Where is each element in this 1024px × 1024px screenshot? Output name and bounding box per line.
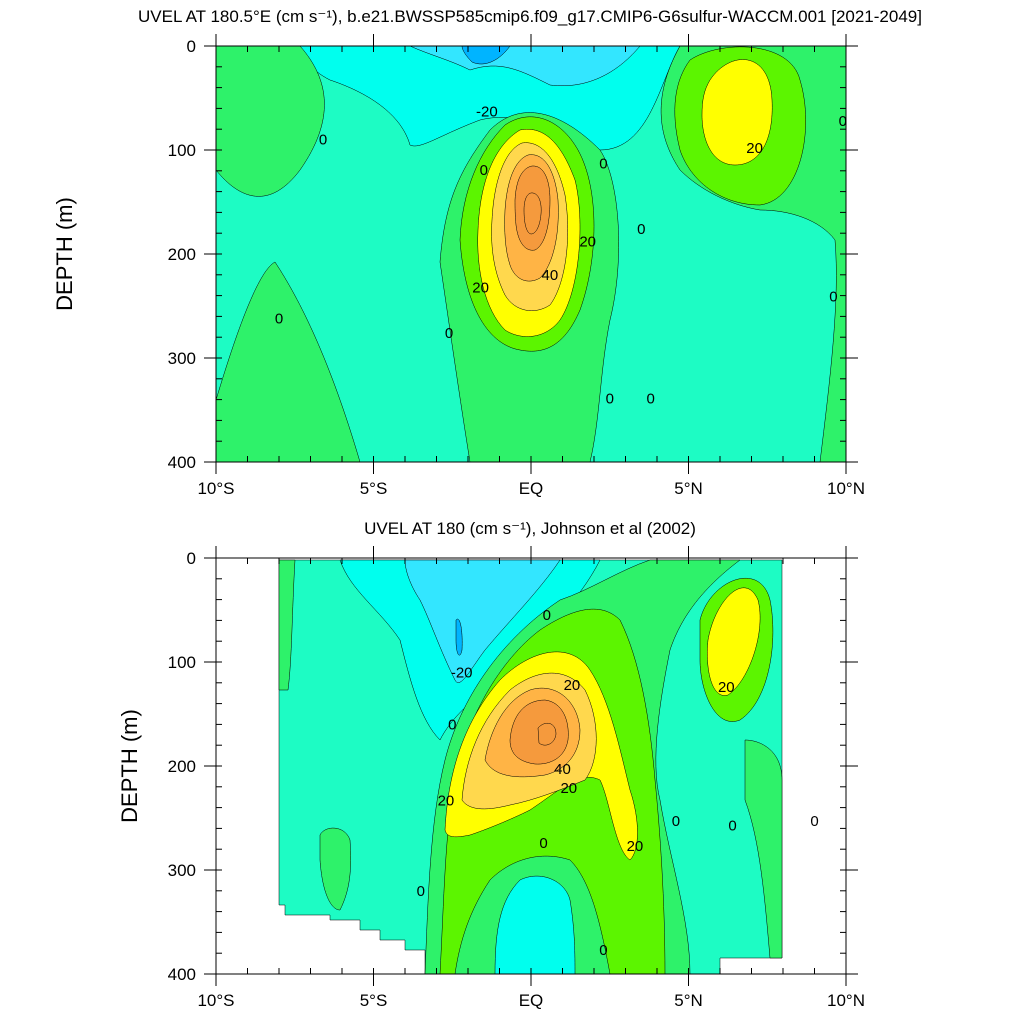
bottom-euc-core [537, 722, 557, 746]
bottom-contour-label: 0 [728, 817, 736, 834]
bottom-contour-label: 0 [417, 883, 425, 900]
bottom-x-tick-label: 5°N [674, 991, 703, 1010]
top-y-tick-label: 400 [168, 453, 196, 472]
top-contour-label: 0 [829, 289, 837, 306]
bottom-contour-label: 20 [438, 792, 455, 809]
top-y-tick-label: 200 [168, 245, 196, 264]
bottom-negative-core [455, 618, 463, 656]
top-contour-label: 0 [319, 132, 327, 149]
bottom-contour-label: 20 [560, 780, 577, 797]
bottom-contour-label: 20 [718, 679, 735, 696]
top-panel-title: UVEL AT 180.5°E (cm s⁻¹), b.e21.BWSSP585… [138, 7, 922, 26]
top-x-tick-label: EQ [519, 479, 544, 498]
top-contour-label: 0 [647, 391, 655, 408]
top-x-tick-label: 10°N [827, 479, 865, 498]
top-contour-labels: 0 0 -20 0 0 20 40 20 0 0 0 0 20 0 0 [275, 104, 847, 408]
bottom-east-green [744, 739, 783, 959]
bottom-contour-label: 0 [448, 716, 456, 733]
bottom-south-cyan [494, 875, 576, 975]
top-contour-label: 20 [579, 234, 596, 251]
top-west-positive [215, 45, 325, 197]
bottom-east-yellow [707, 587, 761, 696]
top-panel: UVEL AT 180.5°E (cm s⁻¹), b.e21.BWSSP585… [52, 7, 922, 498]
top-contour-label: 40 [542, 267, 559, 284]
bottom-contour-label: 0 [810, 813, 818, 830]
bottom-contour-label: 20 [627, 838, 644, 855]
bottom-contour-label: -20 [451, 664, 473, 681]
bottom-panel: UVEL AT 180 (cm s⁻¹), Johnson et al (200… [117, 519, 865, 1010]
bottom-west-green [278, 559, 296, 691]
top-contour-label: 0 [480, 162, 488, 179]
bottom-contour-label: 0 [672, 813, 680, 830]
top-contour-label: 0 [606, 391, 614, 408]
bottom-y-tick-label: 100 [168, 653, 196, 672]
top-contour-label: 0 [839, 113, 847, 130]
bottom-contour-label: 0 [539, 835, 547, 852]
top-euc-core [523, 192, 542, 235]
top-contour-label: 0 [637, 221, 645, 238]
top-contour-label: 20 [746, 140, 763, 157]
bottom-x-tick-label: 10°N [827, 991, 865, 1010]
bottom-contour-label: 20 [564, 677, 581, 694]
top-negative-core [461, 45, 511, 65]
bottom-x-tick-label: 10°S [197, 991, 234, 1010]
bottom-x-tick-label: 5°S [360, 991, 388, 1010]
top-panel-field [215, 45, 847, 463]
bottom-y-tick-label: 300 [168, 861, 196, 880]
top-y-axis-title: DEPTH (m) [52, 197, 77, 311]
top-contour-label: 0 [445, 325, 453, 342]
bottom-y-tick-label: 400 [168, 965, 196, 984]
bottom-x-tick-label: EQ [519, 991, 544, 1010]
bottom-y-tick-label: 0 [187, 549, 196, 568]
top-east-yellow [701, 59, 773, 166]
top-x-tick-label: 10°S [197, 479, 234, 498]
top-contour-label: -20 [476, 104, 498, 121]
top-x-tick-label: 5°S [360, 479, 388, 498]
top-southwest-positive [215, 261, 361, 463]
bottom-y-tick-label: 200 [168, 757, 196, 776]
top-contour-label: 0 [599, 156, 607, 173]
bottom-contour-label: 40 [554, 761, 571, 778]
top-y-tick-label: 300 [168, 349, 196, 368]
bottom-contour-label: 0 [599, 942, 607, 959]
bottom-y-axis-title: DEPTH (m) [117, 709, 142, 823]
top-x-tick-label: 5°N [674, 479, 703, 498]
bottom-panel-title: UVEL AT 180 (cm s⁻¹), Johnson et al (200… [364, 519, 696, 538]
top-y-tick-label: 0 [187, 37, 196, 56]
top-contour-label: 0 [275, 310, 283, 327]
bottom-negative-band-2 [404, 559, 561, 683]
bottom-panel-field [278, 559, 783, 975]
top-y-tick-label: 100 [168, 141, 196, 160]
top-contour-label: 20 [472, 279, 489, 296]
bottom-contour-label: 0 [543, 607, 551, 624]
bottom-contour-labels: 0 -20 20 0 40 20 20 0 20 0 0 20 0 0 0 [417, 607, 819, 959]
bottom-south-green [319, 827, 351, 911]
